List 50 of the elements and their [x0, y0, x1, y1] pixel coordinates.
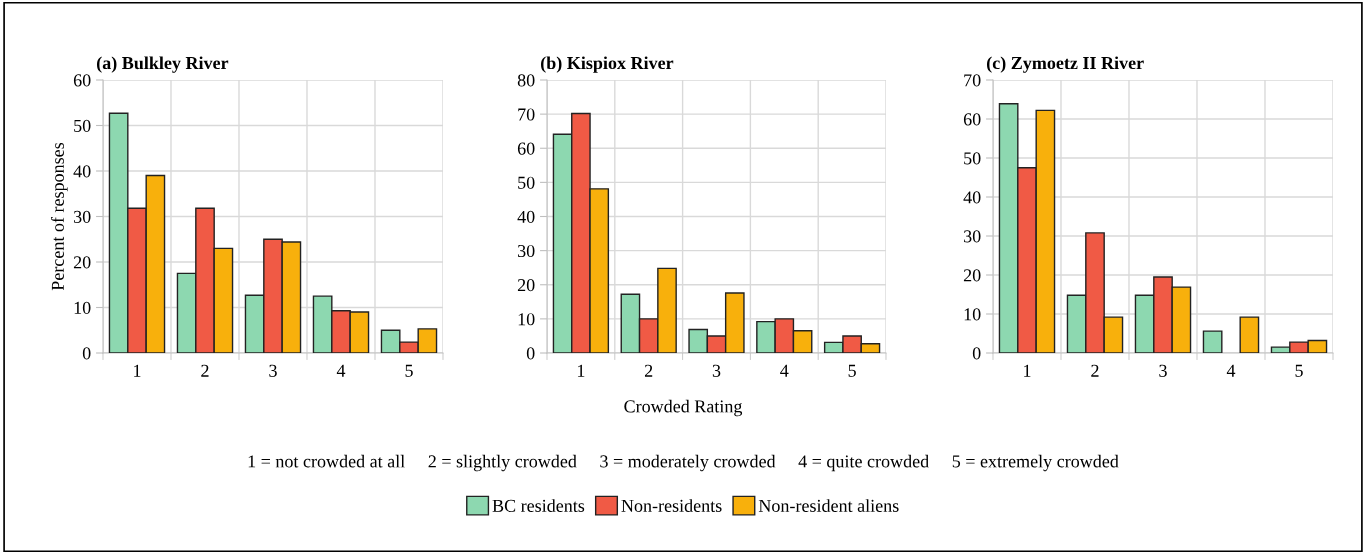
y-tick-label: 60	[73, 74, 91, 87]
x-tick-label: 2	[1091, 364, 1099, 377]
x-tick-label: 5	[405, 364, 413, 377]
chart-title: (b) Kispiox River	[541, 56, 674, 73]
x-tick-label: 1	[1024, 364, 1031, 377]
y-tick-label: 10	[964, 308, 981, 321]
y-tick-label: 0	[82, 347, 91, 360]
y-tick-label: 40	[517, 210, 535, 223]
y-tick-label: 20	[73, 256, 91, 269]
x-tick-label: 1	[134, 364, 141, 377]
text: 1 = not crowded at all 2 = slightly crowded 3 = moderately crowded 4 = quite crowded 5 = extremely crowded	[248, 454, 1119, 472]
x-tick-label: 3	[1159, 364, 1167, 377]
y-tick-label: 70	[964, 74, 981, 87]
y-tick-label: 30	[74, 210, 91, 223]
x-tick-label: 4	[780, 364, 789, 377]
bar	[1239, 316, 1260, 353]
x-axis-title: Crowded Rating	[624, 399, 743, 417]
y-tick-label: 70	[518, 108, 535, 121]
y-tick-label: 40	[963, 191, 981, 204]
y-tick-label: 10	[74, 301, 91, 314]
y-tick-label: 50	[518, 176, 535, 189]
x-tick-label: 4	[336, 364, 346, 377]
x-tick-label: 2	[644, 364, 653, 377]
y-tick-label: 50	[964, 152, 981, 165]
legend-label: BC residents	[492, 499, 585, 512]
x-tick-label: 4	[1226, 364, 1236, 377]
bar	[1202, 330, 1223, 353]
x-tick-label: 3	[712, 364, 721, 377]
chart-title: (c) Zymoetz II River	[986, 56, 1144, 73]
y-axis-title: Percent of responses	[51, 142, 68, 291]
y-tick-label: 0	[972, 347, 981, 360]
legend-label: Non-residents	[621, 499, 722, 512]
y-tick-label: 30	[518, 244, 535, 258]
y-tick-label: 20	[517, 279, 535, 292]
x-tick-label: 2	[201, 364, 209, 377]
y-tick-label: 60	[963, 113, 981, 126]
y-tick-label: 60	[517, 142, 535, 155]
x-tick-label: 5	[1295, 364, 1303, 377]
y-tick-label: 80	[517, 74, 535, 87]
y-tick-label: 50	[74, 119, 91, 132]
x-tick-label: 1	[577, 364, 585, 377]
y-tick-label: 20	[963, 269, 981, 282]
chart-title: (a) Bulkley River	[96, 56, 229, 73]
y-tick-label: 0	[526, 347, 535, 360]
x-tick-label: 5	[848, 364, 856, 377]
y-tick-label: 40	[73, 165, 91, 178]
y-tick-label: 30	[964, 230, 981, 243]
x-tick-label: 3	[269, 364, 277, 377]
legend-label: Non-resident aliens	[758, 499, 899, 512]
y-tick-label: 10	[518, 313, 535, 326]
